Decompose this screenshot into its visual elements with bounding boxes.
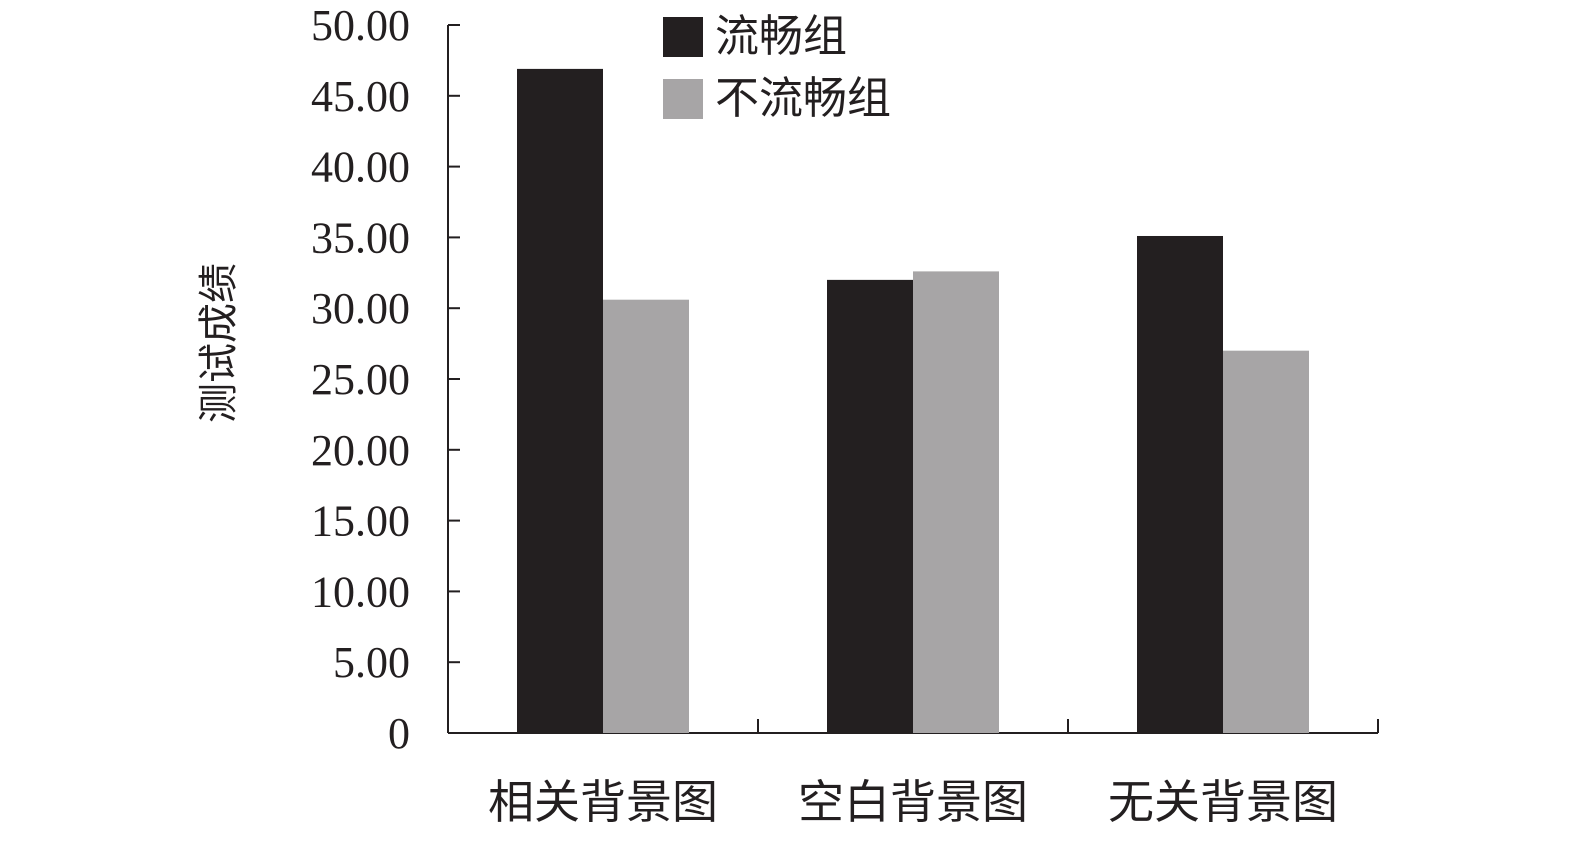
y-tick-label: 0: [388, 709, 410, 758]
category-labels-group: 相关背景图 空白背景图 无关背景图: [488, 777, 1338, 828]
y-tick-label: 20.00: [311, 426, 410, 475]
y-tick-label: 5.00: [333, 638, 410, 687]
bar-disfluent: [1223, 350, 1309, 733]
x-category-label: 无关背景图: [1108, 777, 1338, 828]
x-category-label: 空白背景图: [798, 777, 1028, 828]
y-tick-label: 40.00: [311, 143, 410, 192]
y-tick-label: 30.00: [311, 284, 410, 333]
legend-swatch: [663, 17, 703, 57]
bar-disfluent: [913, 271, 999, 733]
bar-fluent: [517, 68, 603, 734]
bar-fluent: [827, 279, 913, 733]
y-ticks-group: 0 5.00 10.00 15.00 20.00 25.00 30.00 35.00 40.00…: [311, 1, 460, 758]
y-tick-label: 10.00: [311, 567, 410, 616]
legend-label: 不流畅组: [715, 74, 891, 123]
y-tick-label: 45.00: [311, 72, 410, 121]
y-tick-label: 50.00: [311, 1, 410, 50]
bars-group: [517, 68, 1309, 734]
bar-fluent: [1137, 235, 1223, 733]
y-tick-label: 25.00: [311, 355, 410, 404]
bar-disfluent: [603, 299, 689, 733]
x-category-label: 相关背景图: [488, 777, 718, 828]
y-tick-label: 35.00: [311, 213, 410, 262]
y-tick-label: 15.00: [311, 497, 410, 546]
legend-swatch: [663, 79, 703, 119]
y-axis-title: 测试成绩: [196, 263, 241, 423]
legend-label: 流畅组: [715, 12, 847, 61]
x-ticks-group: [757, 719, 1379, 733]
